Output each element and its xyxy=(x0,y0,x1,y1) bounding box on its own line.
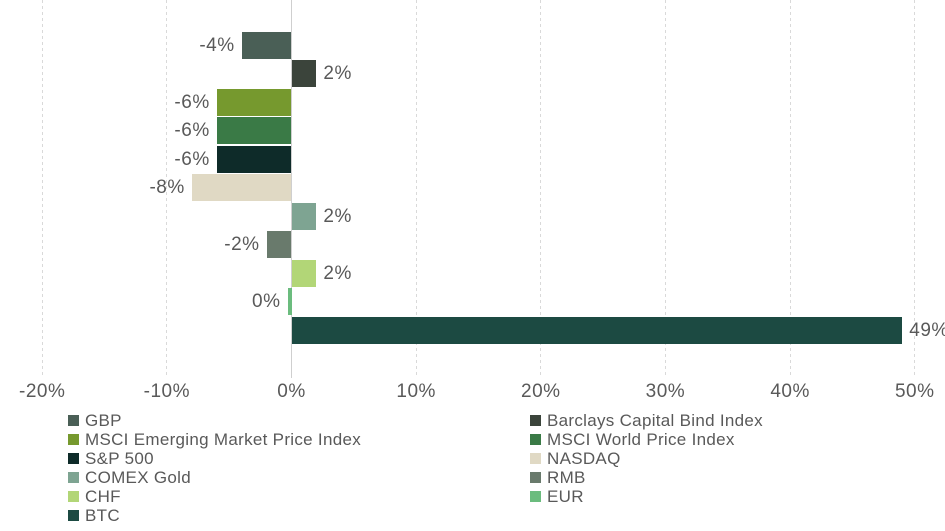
bar-rmb xyxy=(266,231,292,259)
value-label-comex-gold: 2% xyxy=(323,205,352,227)
value-label-s-p-500: -6% xyxy=(174,148,210,170)
value-label-barclays-capital-bind-index: 2% xyxy=(323,63,352,85)
x-tick-label--20: -20% xyxy=(19,381,66,402)
bar-chf xyxy=(291,259,317,287)
legend-item-msci-world-price-index: MSCI World Price Index xyxy=(530,430,735,449)
legend-swatch-icon xyxy=(530,434,541,445)
x-axis: -20% -10% 0% 10% 20% 30% 40% 50% xyxy=(0,381,945,407)
legend-item-comex-gold: COMEX Gold xyxy=(68,468,191,487)
gridline-20 xyxy=(540,0,542,378)
legend-item-btc: BTC xyxy=(68,506,120,525)
legend-label: MSCI Emerging Market Price Index xyxy=(85,429,362,449)
legend-swatch-icon xyxy=(530,472,541,483)
gridline--20 xyxy=(41,0,43,378)
legend-label: RMB xyxy=(547,467,586,487)
bar-msci-emerging-market-price-index xyxy=(216,88,292,116)
legend-label: GBP xyxy=(85,410,122,430)
legend-item-gbp: GBP xyxy=(68,411,122,430)
gridline-40 xyxy=(789,0,791,378)
value-label-chf: 2% xyxy=(323,262,352,284)
legend-swatch-icon xyxy=(530,491,541,502)
x-tick-label--10: -10% xyxy=(143,381,191,402)
legend-swatch-icon xyxy=(68,453,79,464)
legend-label: MSCI World Price Index xyxy=(547,429,735,449)
legend-item-msci-emerging-market-price-index: MSCI Emerging Market Price Index xyxy=(68,430,361,449)
bar-nasdaq xyxy=(191,174,292,202)
legend-item-rmb: RMB xyxy=(530,468,586,487)
x-tick-label-50: 50% xyxy=(894,381,935,402)
plot-area: -4% 2% -6% -6% -6% -8% 2% -2% 2% 0% 49% xyxy=(41,0,945,378)
legend-swatch-icon xyxy=(68,510,79,521)
x-tick-label-30: 30% xyxy=(645,381,686,402)
legend-label: S&P 500 xyxy=(85,448,154,468)
value-label-msci-world-price-index: -6% xyxy=(174,120,210,142)
legend-item-chf: CHF xyxy=(68,487,121,506)
bar-gbp xyxy=(241,31,292,59)
legend-swatch-icon xyxy=(68,491,79,502)
legend-swatch-icon xyxy=(530,453,541,464)
bar-btc xyxy=(291,317,903,344)
legend-item-eur: EUR xyxy=(530,487,584,506)
legend: GBP Barclays Capital Bind Index MSCI Emerg… xyxy=(0,407,945,531)
bar-s-p-500 xyxy=(216,145,292,173)
legend-label: CHF xyxy=(85,486,121,506)
legend-label: Barclays Capital Bind Index xyxy=(547,410,763,430)
bar-msci-world-price-index xyxy=(216,117,292,145)
legend-label: COMEX Gold xyxy=(85,467,191,487)
legend-swatch-icon xyxy=(530,415,541,426)
value-label-eur: 0% xyxy=(252,291,281,313)
legend-swatch-icon xyxy=(68,434,79,445)
x-tick-label-20: 20% xyxy=(521,381,561,402)
bar-barclays-capital-bind-index xyxy=(291,60,317,88)
gridline-10 xyxy=(415,0,417,378)
bar-eur xyxy=(287,288,292,316)
x-tick-label-40: 40% xyxy=(770,381,810,402)
gridline--10 xyxy=(166,0,168,378)
legend-item-barclays-capital-bind-index: Barclays Capital Bind Index xyxy=(530,411,763,430)
value-label-rmb: -2% xyxy=(224,234,260,256)
bar-comex-gold xyxy=(291,202,317,230)
gridline-50 xyxy=(914,0,916,378)
legend-item-s-p-500: S&P 500 xyxy=(68,449,154,468)
zero-axis-line xyxy=(291,0,292,378)
value-label-btc: 49% xyxy=(909,320,945,341)
legend-label: EUR xyxy=(547,486,584,506)
x-tick-label-0: 0% xyxy=(277,381,306,402)
legend-label: NASDAQ xyxy=(547,448,621,468)
value-label-msci-emerging-market-price-index: -6% xyxy=(174,91,210,113)
legend-label: BTC xyxy=(85,505,120,525)
legend-swatch-icon xyxy=(68,472,79,483)
value-label-gbp: -4% xyxy=(199,34,235,56)
x-tick-label-10: 10% xyxy=(396,381,436,402)
legend-swatch-icon xyxy=(68,415,79,426)
gridline-30 xyxy=(664,0,666,378)
value-label-nasdaq: -8% xyxy=(149,177,185,199)
legend-item-nasdaq: NASDAQ xyxy=(530,449,621,468)
